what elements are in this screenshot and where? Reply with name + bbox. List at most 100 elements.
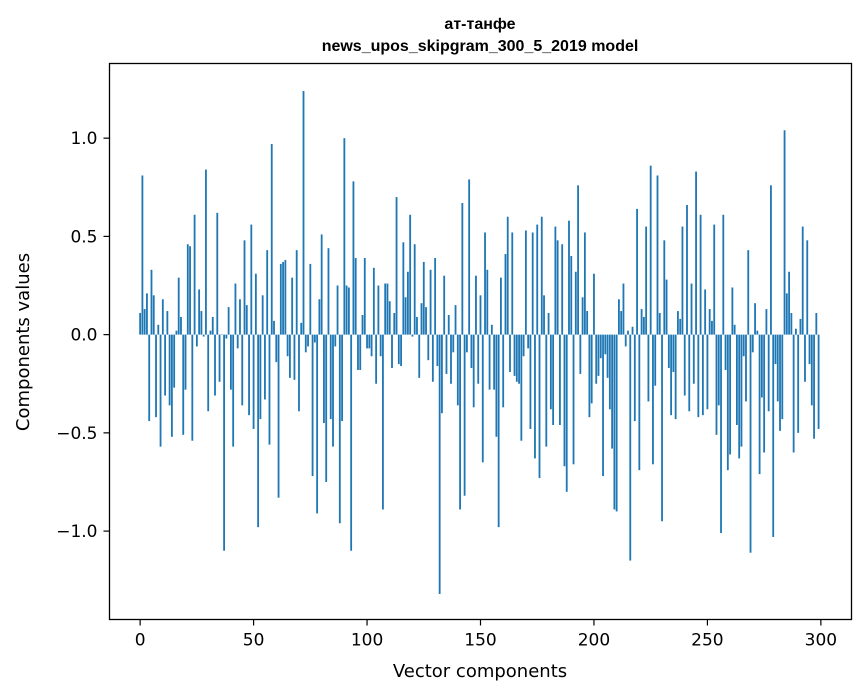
- bar: [751, 334, 754, 353]
- bar: [799, 318, 802, 335]
- bar: [431, 334, 434, 382]
- bar: [148, 334, 151, 422]
- bar: [152, 295, 155, 335]
- bar: [361, 314, 364, 335]
- bar: [534, 334, 536, 459]
- bar: [781, 334, 784, 420]
- bar: [590, 334, 593, 404]
- bar: [813, 334, 815, 439]
- bar: [325, 334, 328, 482]
- bar: [418, 334, 421, 378]
- bar: [146, 293, 148, 335]
- bar: [574, 271, 577, 335]
- bar: [341, 334, 343, 422]
- bar: [357, 334, 359, 370]
- bars-group: [139, 91, 820, 594]
- bar: [572, 334, 575, 465]
- y-tick-label: −0.5: [56, 424, 97, 444]
- bar: [804, 334, 806, 382]
- bar: [329, 334, 332, 420]
- bar: [438, 334, 441, 594]
- bar: [742, 334, 745, 357]
- bar: [509, 334, 511, 372]
- bar: [790, 313, 793, 335]
- bar: [667, 334, 670, 369]
- bar: [520, 334, 523, 441]
- bar: [484, 232, 486, 335]
- bar: [334, 334, 337, 347]
- bar: [656, 175, 659, 335]
- bar: [397, 334, 400, 365]
- bar: [683, 334, 686, 396]
- x-axis-label: Vector components: [393, 661, 567, 682]
- bar: [713, 224, 716, 335]
- bar: [273, 320, 275, 335]
- bar: [604, 334, 607, 355]
- bar: [620, 311, 623, 335]
- bar: [250, 224, 253, 335]
- bar: [372, 267, 375, 335]
- bar: [720, 334, 722, 534]
- bar: [722, 214, 725, 335]
- x-tick-label: 250: [691, 631, 723, 651]
- bar: [159, 334, 162, 447]
- bar: [302, 91, 305, 335]
- bar: [195, 334, 198, 347]
- bar: [472, 334, 475, 408]
- bar: [191, 334, 194, 441]
- bar: [785, 293, 788, 335]
- bar: [642, 316, 645, 335]
- x-tick-label: 0: [135, 631, 146, 651]
- bar: [547, 313, 550, 335]
- bar: [313, 334, 316, 343]
- y-tick-label: 1.0: [70, 129, 97, 149]
- bar: [161, 299, 164, 335]
- bar: [654, 334, 657, 386]
- bar: [629, 334, 632, 561]
- bar: [488, 334, 491, 390]
- bar: [347, 287, 350, 335]
- bar: [581, 297, 584, 335]
- bar: [157, 324, 160, 335]
- bar: [311, 334, 314, 477]
- bar: [792, 334, 795, 453]
- bar: [261, 295, 264, 335]
- bar: [463, 334, 466, 496]
- bar: [243, 240, 246, 335]
- bar: [168, 334, 171, 406]
- bar: [189, 246, 191, 335]
- bar: [708, 309, 711, 335]
- bar: [170, 334, 173, 437]
- bar: [395, 197, 398, 335]
- bar: [200, 311, 203, 335]
- bar: [223, 334, 225, 551]
- bar: [549, 334, 552, 410]
- bar: [636, 208, 638, 335]
- bar: [207, 334, 210, 412]
- bar: [797, 334, 800, 433]
- bar: [681, 226, 684, 335]
- bar: [699, 214, 702, 335]
- bar: [277, 334, 280, 498]
- bar: [461, 202, 464, 335]
- y-tick-label: 0.5: [70, 227, 97, 247]
- bar: [420, 303, 423, 335]
- bar: [583, 232, 586, 335]
- bar: [139, 313, 142, 335]
- bar: [602, 334, 604, 477]
- bar: [767, 334, 770, 412]
- chart-title-line1: ат-тaнфе: [444, 16, 515, 33]
- bar: [443, 275, 446, 335]
- bar: [411, 334, 414, 337]
- bar: [613, 334, 616, 510]
- bar: [729, 334, 732, 455]
- bar: [332, 334, 334, 447]
- y-tick-label: −1.0: [56, 522, 97, 542]
- bar: [338, 334, 341, 524]
- bar: [400, 334, 402, 367]
- bar: [193, 214, 196, 335]
- x-tick-label: 50: [243, 631, 265, 651]
- bar: [266, 250, 269, 335]
- bar: [436, 334, 439, 367]
- bar: [518, 334, 520, 384]
